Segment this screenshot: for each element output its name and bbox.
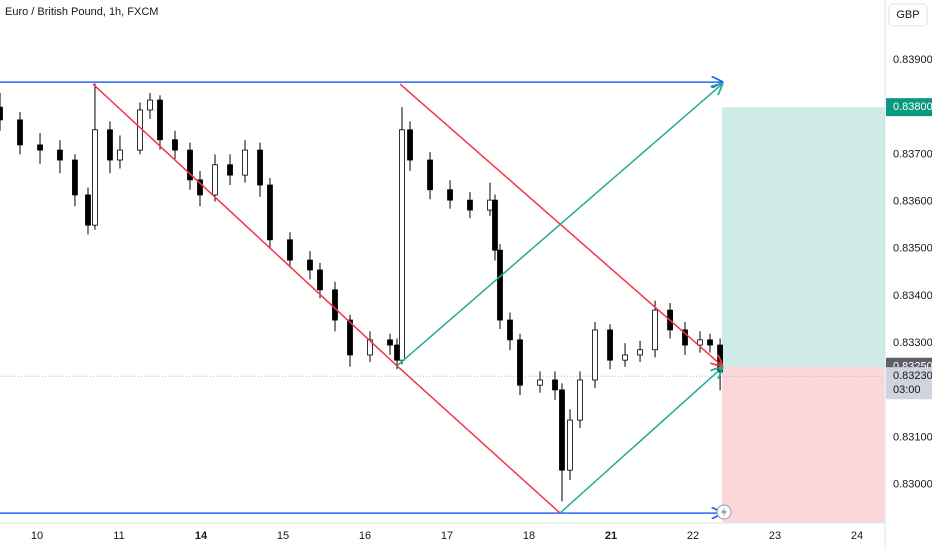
candle-body: [57, 149, 63, 161]
x-tick-label: 24: [851, 530, 863, 542]
y-tick-label: 0.83400: [893, 290, 932, 302]
candle-body: [387, 339, 393, 346]
event-bolt: [721, 507, 727, 517]
current-price-label-bg: [886, 367, 932, 400]
candle-body: [317, 269, 323, 291]
chart-title: Euro / British Pound, 1h, FXCM: [5, 6, 158, 18]
candle-body: [592, 329, 598, 381]
candle-body: [227, 164, 233, 176]
candle-body: [242, 149, 248, 176]
candle-body: [172, 139, 178, 151]
candle-body: [622, 354, 628, 361]
candle-body: [147, 99, 153, 111]
trend-line: [396, 365, 561, 514]
candle-body: [332, 289, 338, 321]
countdown-label: 03:00: [893, 384, 921, 396]
candle-body: [652, 309, 658, 351]
y-tick-label: 0.83300: [893, 337, 932, 349]
candle-body: [212, 164, 218, 196]
candle-body: [399, 129, 405, 361]
candle-body: [407, 129, 413, 161]
target-price-label: 0.83800: [893, 101, 932, 113]
x-tick-label: 10: [31, 530, 43, 542]
trend-line: [559, 368, 722, 514]
candle-body: [697, 339, 703, 346]
y-tick-label: 0.83900: [893, 54, 932, 66]
candle-body: [507, 319, 513, 341]
candle-body: [559, 389, 565, 471]
candle-body: [307, 259, 313, 271]
target-price-label-bg: [886, 98, 932, 117]
candle-body: [72, 159, 78, 196]
x-tick-label: 18: [523, 530, 535, 542]
candle-body: [427, 159, 433, 191]
candle-body: [92, 129, 98, 226]
x-tick-label: 16: [359, 530, 371, 542]
trend-line: [92, 83, 398, 367]
candle-body: [577, 379, 583, 421]
candle-body: [287, 239, 293, 261]
candle-body: [394, 344, 400, 361]
x-tick-label: 17: [441, 530, 453, 542]
candle-body: [267, 184, 273, 241]
trend-line: [396, 84, 722, 367]
candle-body: [607, 329, 613, 361]
candle-body: [637, 349, 643, 356]
y-tick-label: 0.83000: [893, 479, 932, 491]
x-tick-label: 11: [113, 530, 124, 542]
currency-label: GBP: [896, 9, 919, 21]
x-tick-label: 23: [769, 530, 781, 542]
y-tick-label: 0.83700: [893, 148, 932, 160]
y-tick-label: 0.83500: [893, 243, 932, 255]
candle-body: [85, 194, 91, 226]
candle-body: [107, 129, 113, 161]
x-tick-label: 22: [687, 530, 699, 542]
candle-body: [347, 319, 353, 356]
x-tick-label: 14: [195, 530, 208, 542]
candle-body: [117, 149, 123, 161]
x-tick-label: 21: [605, 530, 617, 542]
candle-body: [257, 149, 263, 186]
candle-body: [447, 189, 453, 201]
x-tick-label: 15: [277, 530, 289, 542]
candle-body: [537, 379, 543, 386]
candle-body: [487, 199, 493, 211]
candle-body: [682, 329, 688, 346]
candle-body: [157, 99, 163, 141]
loss-zone: [722, 366, 885, 523]
y-tick-label: 0.83600: [893, 195, 932, 207]
current-price-label: 0.83230: [893, 370, 932, 382]
candle-body: [187, 149, 193, 181]
profit-zone: [722, 107, 885, 367]
candle-body: [17, 119, 23, 146]
candle-body: [197, 179, 203, 196]
plot-area: [0, 82, 885, 523]
candle-body: [467, 199, 473, 211]
candle-body: [497, 249, 503, 321]
candle-body: [707, 339, 713, 346]
candle-body: [552, 379, 558, 391]
trend-line: [399, 83, 722, 366]
candle-body: [37, 144, 43, 151]
candle-body: [517, 339, 523, 386]
candle-body: [567, 419, 573, 471]
currency-button[interactable]: [888, 3, 928, 27]
candle-body: [492, 199, 498, 251]
y-tick-label: 0.83100: [893, 431, 932, 443]
candle-body: [0, 106, 3, 121]
